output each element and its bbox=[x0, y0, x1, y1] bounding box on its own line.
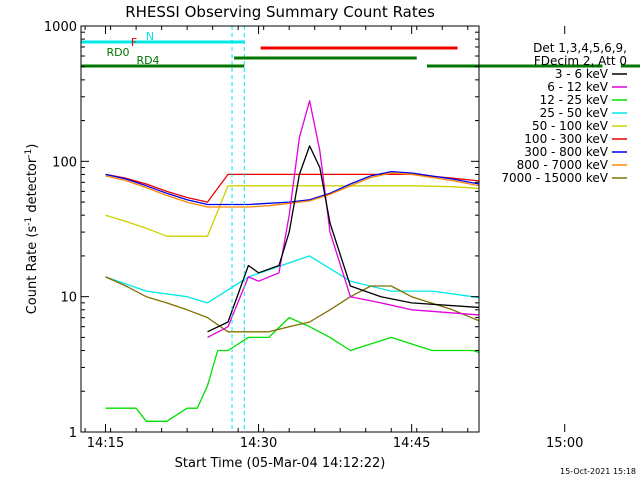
series-layer bbox=[105, 100, 479, 422]
legend-entry-label: 50 - 100 keV bbox=[532, 119, 609, 133]
legend-title: Det 1,3,4,5,6,9, bbox=[533, 41, 627, 55]
series-line bbox=[105, 255, 479, 304]
x-axis-label: Start Time (05-Mar-04 14:12:22) bbox=[175, 456, 386, 471]
y-axis: 1 10 100 1000 bbox=[44, 20, 479, 441]
flag-label: N bbox=[146, 30, 154, 43]
y-axis-label-sup1: -1 bbox=[24, 217, 34, 226]
y-axis-label: Count Rate (s-1 detector-1) bbox=[24, 144, 40, 315]
y-tick-label: 1000 bbox=[44, 20, 77, 35]
flag-label: F bbox=[131, 36, 137, 49]
flag-label: RD4 bbox=[136, 54, 159, 67]
legend-entry-label: 6 - 12 keV bbox=[547, 80, 609, 94]
legend-title: FDecim 2, Att 0 bbox=[534, 54, 627, 68]
legend-entry-label: 300 - 800 keV bbox=[524, 145, 608, 159]
x-tick-label: 14:45 bbox=[393, 436, 430, 451]
y-tick-label: 1 bbox=[69, 426, 77, 441]
vline-layer bbox=[231, 26, 245, 432]
series-line bbox=[105, 172, 479, 208]
x-tick-label: 14:30 bbox=[240, 436, 277, 451]
footer-date: 15-Oct-2021 15:18 bbox=[560, 467, 636, 476]
series-line bbox=[207, 100, 479, 338]
legend-entry-label: 25 - 50 keV bbox=[540, 106, 609, 120]
series-line bbox=[207, 145, 479, 333]
legend-entry-label: 12 - 25 keV bbox=[540, 93, 609, 107]
y-tick-label: 10 bbox=[60, 291, 77, 306]
plot-frame bbox=[80, 25, 480, 433]
y-axis-label-mid: detector bbox=[25, 157, 40, 217]
y-axis-label-main: Count Rate (s bbox=[25, 226, 40, 315]
flag-label: RD0 bbox=[106, 46, 129, 59]
x-tick-label: 15:00 bbox=[546, 436, 583, 451]
y-axis-label-end: ) bbox=[25, 144, 40, 149]
legend-entry-label: 800 - 7000 keV bbox=[517, 158, 609, 172]
series-line bbox=[105, 316, 479, 422]
y-axis-label-sup2: -1 bbox=[24, 149, 34, 158]
series-line bbox=[105, 185, 479, 237]
series-line bbox=[105, 170, 479, 206]
legend: Det 1,3,4,5,6,9,FDecim 2, Att 03 - 6 keV… bbox=[501, 41, 627, 185]
series-line bbox=[105, 276, 479, 333]
legend-entry-label: 7000 - 15000 keV bbox=[501, 171, 608, 185]
legend-entry-label: 100 - 300 keV bbox=[524, 132, 608, 146]
x-tick-label: 14:15 bbox=[87, 436, 124, 451]
y-tick-label: 100 bbox=[52, 155, 77, 170]
chart-title: RHESSI Observing Summary Count Rates bbox=[125, 3, 435, 21]
legend-entry-label: 3 - 6 keV bbox=[555, 67, 609, 81]
